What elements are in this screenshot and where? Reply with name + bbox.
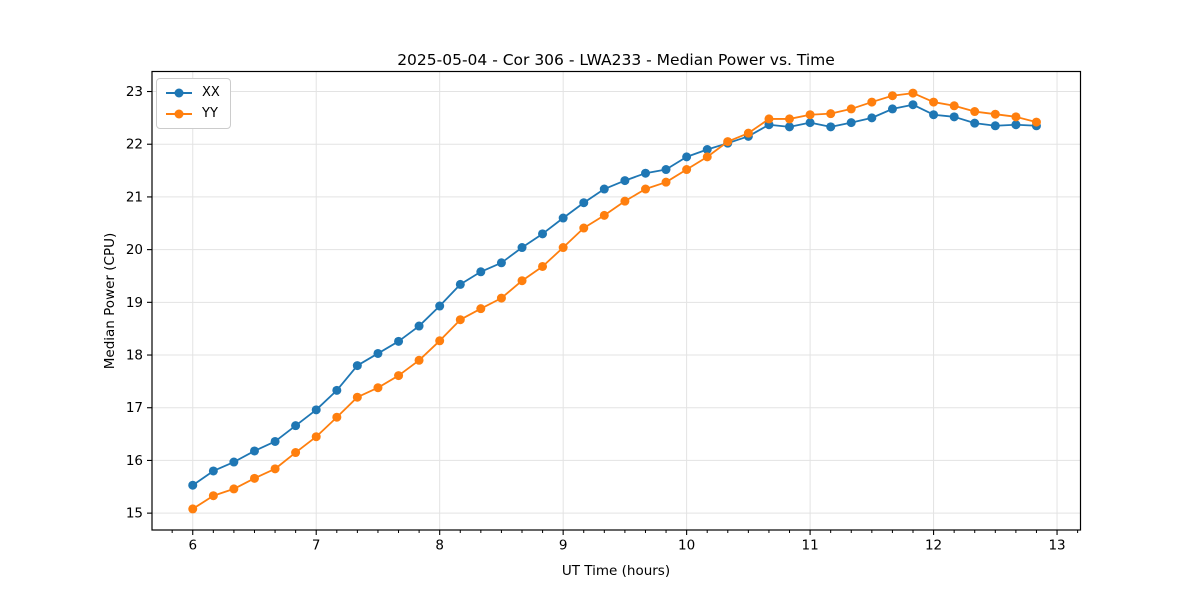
y-major-ticks [147,90,152,514]
series-yy-line [192,92,1037,510]
svg-text:22: 22 [126,137,143,153]
svg-text:23: 23 [126,84,143,100]
svg-text:9: 9 [559,538,568,554]
legend-label-xx: XX [202,85,220,100]
svg-text:10: 10 [678,538,695,554]
y-axis-label: Median Power (CPU) [102,232,118,370]
svg-text:21: 21 [126,189,143,205]
y-tick-labels: 15 16 17 18 19 20 21 22 23 [126,84,143,522]
svg-text:6: 6 [188,538,197,554]
svg-text:11: 11 [802,538,819,554]
legend-label-yy: YY [202,106,218,121]
svg-text:20: 20 [126,242,143,258]
svg-text:12: 12 [925,538,942,554]
svg-text:17: 17 [126,400,143,416]
x-minor-ticks [171,530,1079,533]
gridlines [152,71,1081,530]
chart-title: 2025-05-04 - Cor 306 - LWA233 - Median P… [397,51,835,69]
legend-item-xx: XX [164,84,220,102]
svg-text:13: 13 [1048,538,1065,554]
svg-text:19: 19 [126,295,143,311]
plot-border [151,70,1082,531]
legend-swatch-yy-icon [166,109,192,119]
legend-item-yy: YY [164,105,220,123]
series-yy-markers [188,88,1041,514]
legend-swatch-xx-icon [166,88,192,98]
series-xx-line [192,103,1037,486]
x-major-ticks [192,530,1058,535]
x-tick-labels: 6 7 8 9 10 11 12 13 [188,538,1065,554]
legend-box: XX YY [156,78,231,129]
svg-text:8: 8 [435,538,444,554]
svg-text:7: 7 [312,538,321,554]
svg-text:16: 16 [126,453,143,469]
svg-text:18: 18 [126,348,143,364]
x-axis-label: UT Time (hours) [561,563,671,579]
svg-text:15: 15 [126,506,143,522]
